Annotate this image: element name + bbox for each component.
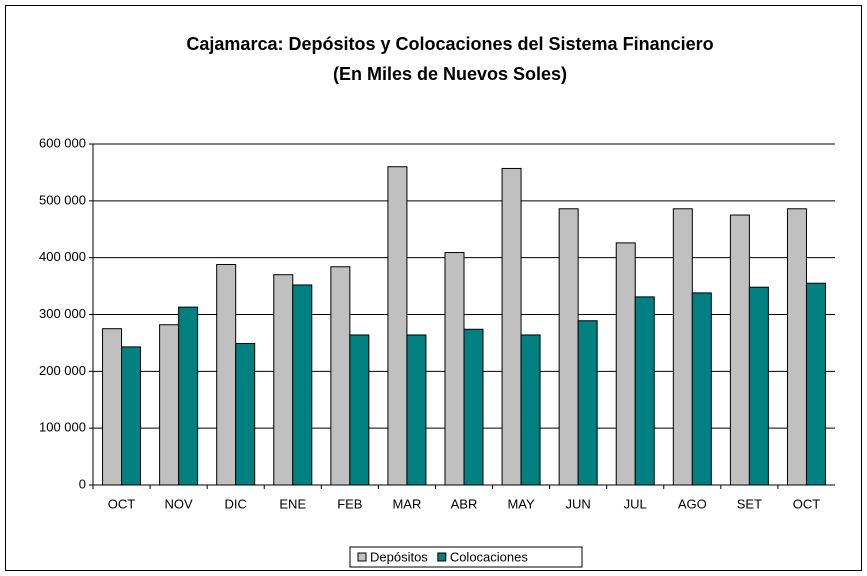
x-tick-label: MAR — [392, 496, 421, 511]
bar — [786, 208, 807, 486]
bar — [729, 214, 750, 486]
bar — [463, 328, 484, 486]
y-tick-label: 300 000 — [39, 306, 86, 321]
legend-box — [349, 546, 583, 568]
legend-label: Colocaciones — [450, 549, 529, 564]
x-tick-label: JUL — [624, 496, 647, 511]
bar — [292, 284, 313, 486]
x-tick-label: SET — [737, 496, 762, 511]
bar — [406, 334, 427, 486]
x-tick-label: ABR — [451, 496, 478, 511]
bar — [349, 334, 370, 486]
legend-swatch — [437, 552, 447, 562]
bar — [501, 167, 522, 486]
bar — [178, 306, 199, 486]
bar — [159, 324, 180, 486]
y-tick-label: 0 — [79, 476, 86, 491]
bar — [805, 282, 826, 486]
y-tick-label: 100 000 — [39, 420, 86, 435]
bar — [634, 296, 655, 486]
bar — [748, 286, 769, 486]
bar — [273, 274, 294, 486]
chart-title: Cajamarca: Depósitos y Colocaciones del … — [186, 34, 713, 54]
bar — [672, 208, 693, 486]
bar — [102, 328, 123, 486]
x-tick-label: FEB — [337, 496, 362, 511]
y-tick-label: 500 000 — [39, 192, 86, 207]
legend-swatch — [357, 552, 367, 562]
chart-subtitle: (En Miles de Nuevos Soles) — [333, 64, 567, 84]
bar — [558, 208, 579, 486]
bar — [577, 320, 598, 486]
bar — [615, 242, 636, 486]
x-tick-label: OCT — [793, 496, 821, 511]
chart-border — [5, 5, 862, 571]
bar — [387, 166, 408, 486]
legend-label: Depósitos — [370, 549, 428, 564]
x-tick-label: AGO — [678, 496, 707, 511]
bar — [444, 252, 465, 486]
y-tick-label: 400 000 — [39, 249, 86, 264]
bar — [121, 346, 142, 486]
x-tick-label: OCT — [108, 496, 136, 511]
x-tick-label: MAY — [507, 496, 535, 511]
bar — [520, 334, 541, 486]
y-tick-label: 600 000 — [39, 135, 86, 150]
y-tick-label: 200 000 — [39, 363, 86, 378]
bar — [235, 342, 256, 486]
bar — [330, 266, 351, 486]
x-tick-label: ENE — [279, 496, 306, 511]
x-tick-label: NOV — [165, 496, 194, 511]
x-tick-label: DIC — [224, 496, 246, 511]
bar — [691, 292, 712, 486]
x-tick-label: JUN — [566, 496, 591, 511]
bar — [216, 263, 237, 486]
